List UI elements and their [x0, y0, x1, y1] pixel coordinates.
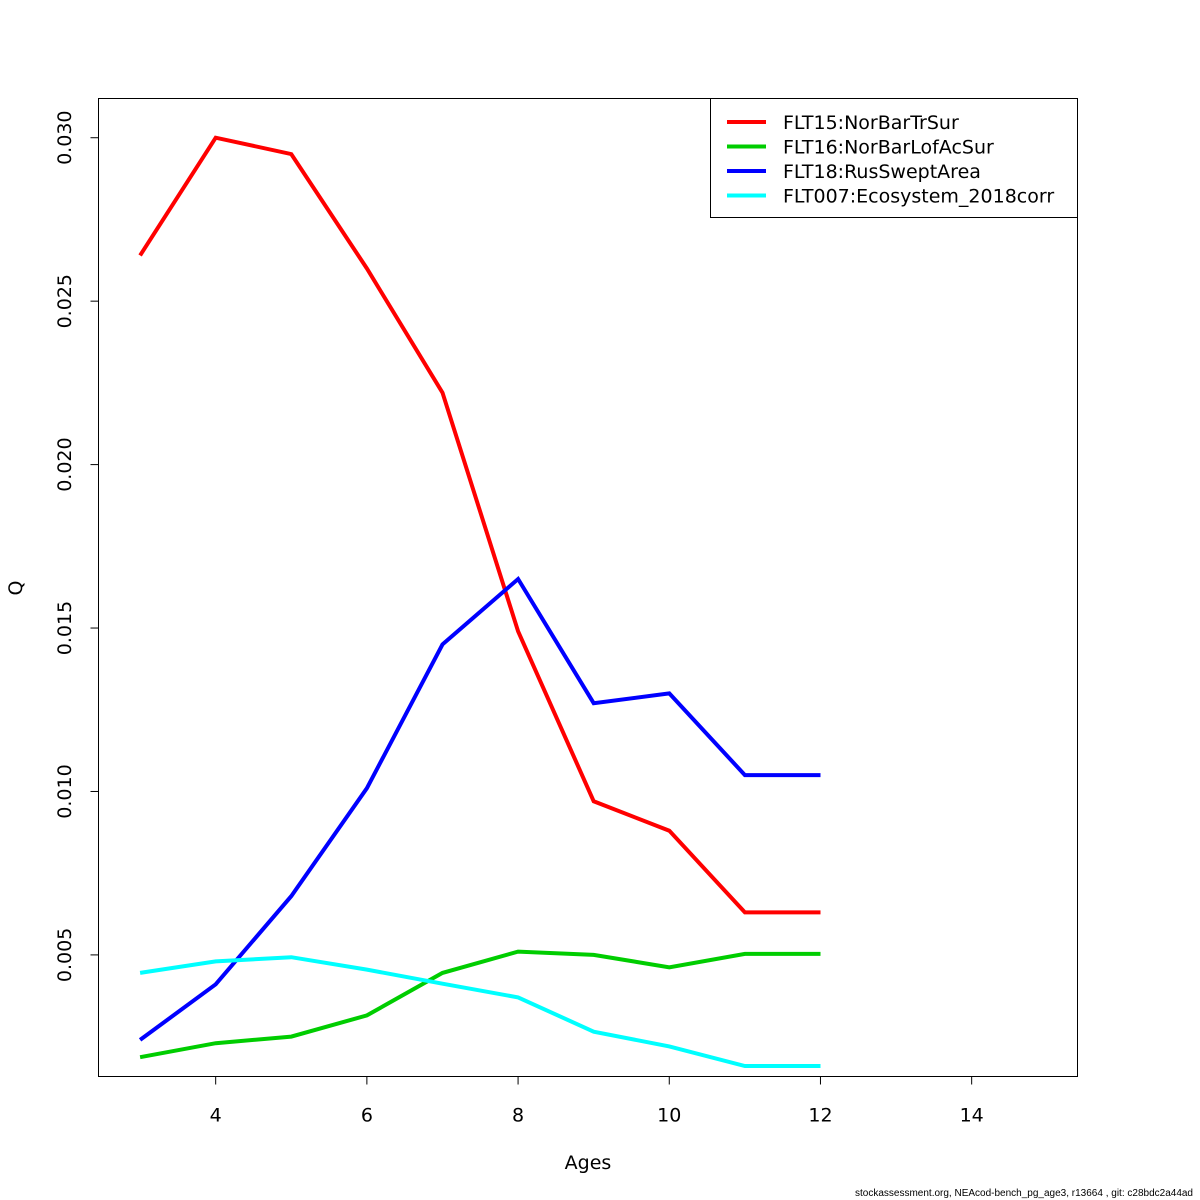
x-axis: 4 6 8 10 12 14 [210, 1076, 984, 1127]
legend-box [710, 98, 1078, 218]
series-line-1 [138, 135, 821, 915]
series-line-2 [139, 949, 821, 1060]
y-axis: 0.005 0.010 0.015 0.020 0.025 0.030 [54, 110, 99, 982]
plot-frame [98, 98, 1078, 1077]
legend: FLT15:NorBarTrSurFLT16:NorBarLofAcSurFLT… [710, 98, 1078, 218]
series-line-4 [139, 955, 821, 1068]
x-tick-label: 14 [960, 1105, 984, 1127]
series-line-3 [138, 575, 821, 1042]
y-tick-label: 0.010 [54, 764, 76, 818]
y-tick-label: 0.005 [54, 928, 76, 982]
legend-label: FLT15:NorBarTrSur [783, 112, 959, 134]
plot-lines [138, 135, 821, 1068]
y-tick-label: 0.015 [54, 601, 76, 655]
y-tick-label: 0.025 [54, 274, 76, 328]
x-tick-label: 10 [657, 1105, 681, 1127]
legend-label: FLT18:RusSweptArea [783, 161, 981, 183]
footer-text: stockassessment.org, NEAcod-bench_pg_age… [855, 1188, 1193, 1199]
y-tick-label: 0.020 [54, 437, 76, 491]
x-tick-label: 4 [210, 1105, 222, 1127]
x-tick-label: 6 [361, 1105, 373, 1127]
legend-label: FLT16:NorBarLofAcSur [783, 137, 994, 159]
x-tick-label: 12 [808, 1105, 832, 1127]
legend-label: FLT007:Ecosystem_2018corr [783, 186, 1054, 208]
x-axis-title: Ages [565, 1152, 612, 1174]
y-tick-label: 0.030 [54, 110, 76, 164]
y-axis-title: Q [5, 581, 27, 596]
x-tick-label: 8 [512, 1105, 524, 1127]
